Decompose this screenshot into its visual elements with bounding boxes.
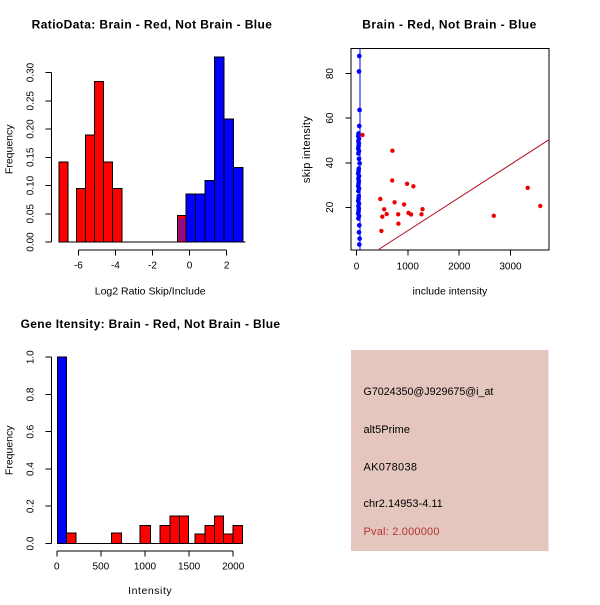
svg-text:3000: 3000 [499,262,522,273]
svg-text:alt5Prime: alt5Prime [364,424,410,436]
svg-text:0.6: 0.6 [26,424,37,438]
svg-text:Log2 Ratio Skip/Include: Log2 Ratio Skip/Include [95,286,206,298]
svg-text:80: 80 [325,68,336,80]
svg-text:G7024350@J929675@i_at: G7024350@J929675@i_at [364,386,494,398]
svg-text:include intensity: include intensity [413,286,488,298]
svg-text:2: 2 [224,261,230,272]
svg-text:0.00: 0.00 [26,232,37,252]
svg-text:0.20: 0.20 [26,119,37,139]
svg-text:-2: -2 [148,261,157,272]
svg-text:0.0: 0.0 [26,536,37,550]
svg-text:2000: 2000 [448,262,471,273]
svg-text:0: 0 [187,261,193,272]
svg-text:0.4: 0.4 [26,462,37,476]
svg-text:skip intensity: skip intensity [301,116,313,183]
svg-text:1500: 1500 [178,562,201,573]
svg-text:Gene Itensity: Brain - Red, No: Gene Itensity: Brain - Red, Not Brain - … [21,317,281,331]
svg-text:0.15: 0.15 [26,147,37,167]
svg-text:60: 60 [325,112,336,124]
svg-text:2000: 2000 [222,562,245,573]
svg-text:1.0: 1.0 [26,350,37,364]
svg-text:0.2: 0.2 [26,499,37,513]
svg-text:500: 500 [93,562,110,573]
svg-text:0.25: 0.25 [26,91,37,111]
svg-text:AK078038: AK078038 [364,462,418,474]
svg-text:0.30: 0.30 [26,62,37,82]
svg-text:Intensity: Intensity [128,585,172,597]
svg-text:40: 40 [325,157,336,169]
svg-text:20: 20 [325,201,336,213]
svg-text:Pval: 2.000000: Pval: 2.000000 [364,526,440,538]
svg-text:RatioData: Brain - Red, Not Br: RatioData: Brain - Red, Not Brain - Blue [32,18,273,32]
svg-text:1000: 1000 [134,562,157,573]
svg-text:0: 0 [354,262,360,273]
svg-text:1000: 1000 [397,262,420,273]
svg-text:chr2.14953-4.11: chr2.14953-4.11 [364,498,443,510]
svg-text:0: 0 [54,562,60,573]
svg-text:Frequency: Frequency [4,124,16,174]
svg-text:-4: -4 [111,261,120,272]
svg-text:Brain - Red, Not Brain - Blue: Brain - Red, Not Brain - Blue [362,18,536,32]
svg-text:Frequency: Frequency [4,425,16,475]
svg-text:0.05: 0.05 [26,204,37,224]
svg-text:0.8: 0.8 [26,387,37,401]
svg-text:-6: -6 [74,261,83,272]
svg-text:0.10: 0.10 [26,175,37,195]
